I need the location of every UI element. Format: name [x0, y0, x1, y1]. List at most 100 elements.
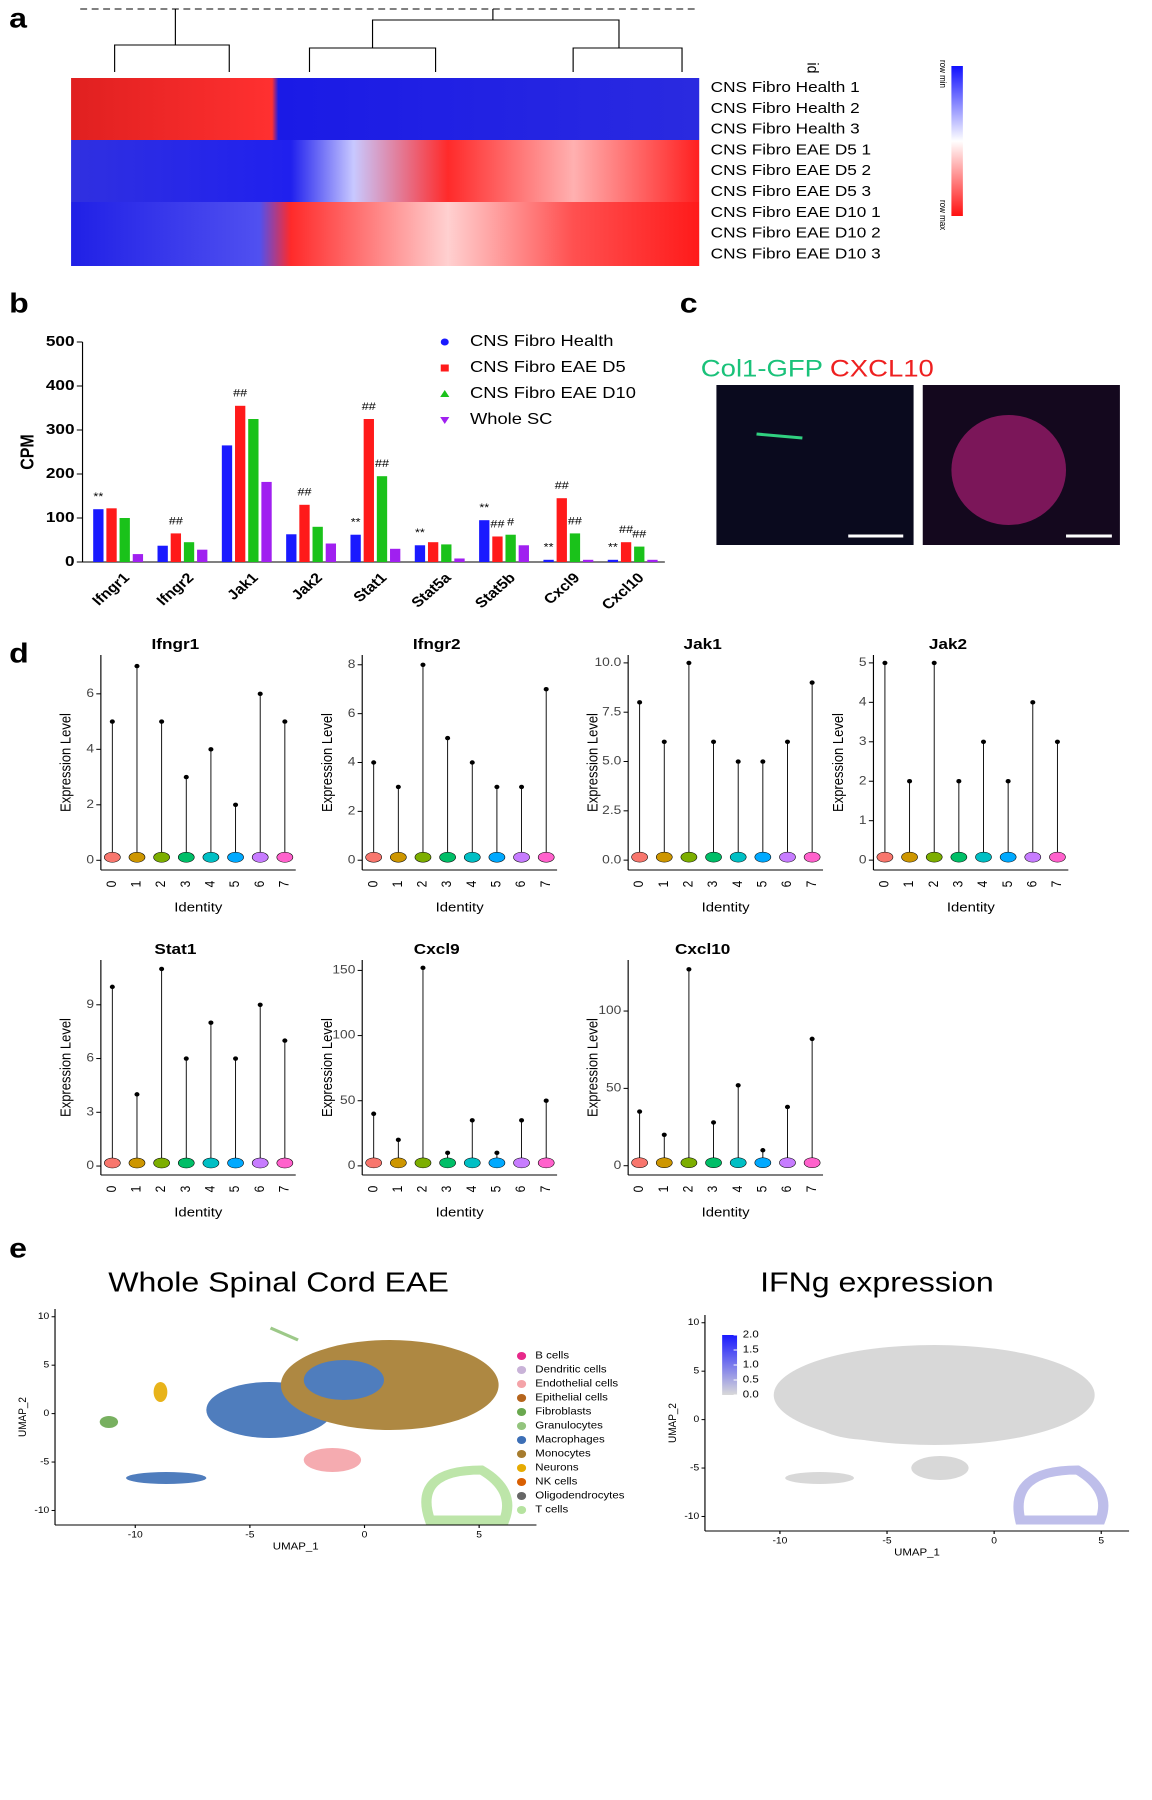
colorbar-label: 0.5 [743, 1374, 759, 1385]
x-tick-label: 5 [476, 1530, 482, 1540]
x-tick-label: 2 [680, 1186, 696, 1193]
bar [221, 445, 233, 562]
x-tick-label: 5 [488, 1186, 504, 1193]
max-point [784, 1104, 791, 1110]
violin-body [488, 1157, 506, 1169]
y-tick-label: 6 [86, 686, 94, 700]
legend-marker [516, 1352, 527, 1360]
violin-body [705, 1157, 722, 1168]
max-point [469, 760, 475, 765]
max-point [469, 1118, 475, 1123]
x-axis-label: Identity [436, 899, 484, 914]
legend-marker [440, 390, 450, 397]
max-point [711, 739, 717, 744]
violin-body [365, 1157, 382, 1169]
max-point [882, 660, 888, 666]
legend-label: T cells [535, 1504, 568, 1515]
y-tick-label: 400 [46, 377, 75, 394]
x-tick-label: 0 [630, 1186, 646, 1193]
y-tick-label: 10.0 [595, 655, 622, 669]
violin-body [999, 851, 1017, 863]
x-tick-label: 0 [362, 1530, 368, 1540]
x-tick-label: Ifngr2 [153, 570, 197, 609]
panel-label: c [680, 288, 698, 319]
x-tick-label: 1 [389, 1186, 405, 1193]
legend-label: Fibroblasts [535, 1406, 591, 1417]
violin-body [729, 851, 747, 863]
bar [363, 419, 374, 562]
x-tick-label: -10 [128, 1530, 143, 1540]
violin-body [513, 1157, 530, 1169]
bar [261, 481, 272, 562]
x-tick-label: 4 [974, 881, 990, 888]
max-point [257, 691, 263, 697]
max-point [494, 1150, 500, 1156]
violin-body [414, 851, 432, 863]
bar [248, 419, 259, 562]
y-tick-label: 0 [65, 553, 75, 570]
y-tick-label: 1 [859, 813, 867, 827]
y-axis-label: Expression Level [829, 713, 846, 812]
legend-marker [516, 1394, 527, 1402]
x-tick-label: 3 [438, 1186, 454, 1193]
x-tick-label: 4 [202, 1186, 218, 1193]
y-tick-label: 2 [86, 797, 94, 811]
bar [543, 559, 554, 562]
violin-body [1049, 851, 1066, 863]
violin-body [631, 1157, 648, 1168]
x-tick-label: 6 [512, 1186, 528, 1193]
significance-marker: ## [233, 386, 247, 399]
x-tick-label: 1 [655, 1186, 671, 1193]
y-tick-label: -5 [690, 1463, 699, 1473]
max-point [183, 774, 189, 780]
max-point [931, 660, 937, 666]
x-tick-label: Stat1 [350, 570, 391, 605]
chart-title: Jak2 [929, 636, 967, 653]
violin-body [680, 1157, 698, 1168]
significance-marker: ## [568, 514, 582, 527]
max-point [735, 759, 741, 764]
x-tick-label: 7 [276, 1186, 292, 1193]
id-label: id [803, 63, 821, 74]
y-axis-label: Expression Level [57, 713, 74, 812]
significance-marker: ## [375, 457, 389, 470]
max-point [661, 739, 667, 744]
y-axis-label: CPM [16, 434, 37, 470]
bar [454, 558, 465, 562]
y-tick-label: 7.5 [602, 704, 621, 718]
bar [350, 534, 361, 562]
x-tick-label: 3 [704, 1186, 720, 1193]
panel-c-title: CXCL10 [830, 356, 934, 382]
bar [647, 559, 658, 562]
violin-body [153, 1157, 170, 1169]
x-tick-label: 2 [414, 881, 430, 888]
max-point [445, 1150, 451, 1156]
bar [556, 498, 567, 562]
legend-label: Epithelial cells [535, 1392, 608, 1403]
legend-marker [440, 364, 449, 372]
x-tick-label: 3 [177, 881, 193, 888]
x-tick-label: 6 [1024, 881, 1040, 888]
y-tick-label: 0 [86, 1158, 94, 1172]
significance-marker: ** [479, 501, 489, 514]
bar [427, 542, 439, 562]
legend-marker [516, 1478, 527, 1486]
x-tick-label: 3 [438, 881, 454, 888]
x-tick-label: 5 [754, 1186, 770, 1193]
row-label: CNS Fibro Health 1 [711, 79, 860, 96]
significance-marker: ** [544, 540, 554, 553]
violin-body [655, 1157, 673, 1168]
violin-body [631, 851, 648, 863]
max-point [233, 1056, 239, 1061]
colorbar-label: row min [938, 60, 949, 88]
y-tick-label: 4 [859, 694, 867, 708]
bar [441, 544, 452, 562]
x-tick-label: 5 [754, 881, 770, 888]
x-tick-label: 6 [778, 881, 794, 888]
bar [505, 534, 516, 562]
y-tick-label: 50 [340, 1093, 355, 1107]
x-tick-label: 2 [925, 881, 941, 888]
bar [183, 542, 195, 562]
violin-body [276, 852, 294, 863]
y-tick-label: 200 [46, 465, 75, 482]
